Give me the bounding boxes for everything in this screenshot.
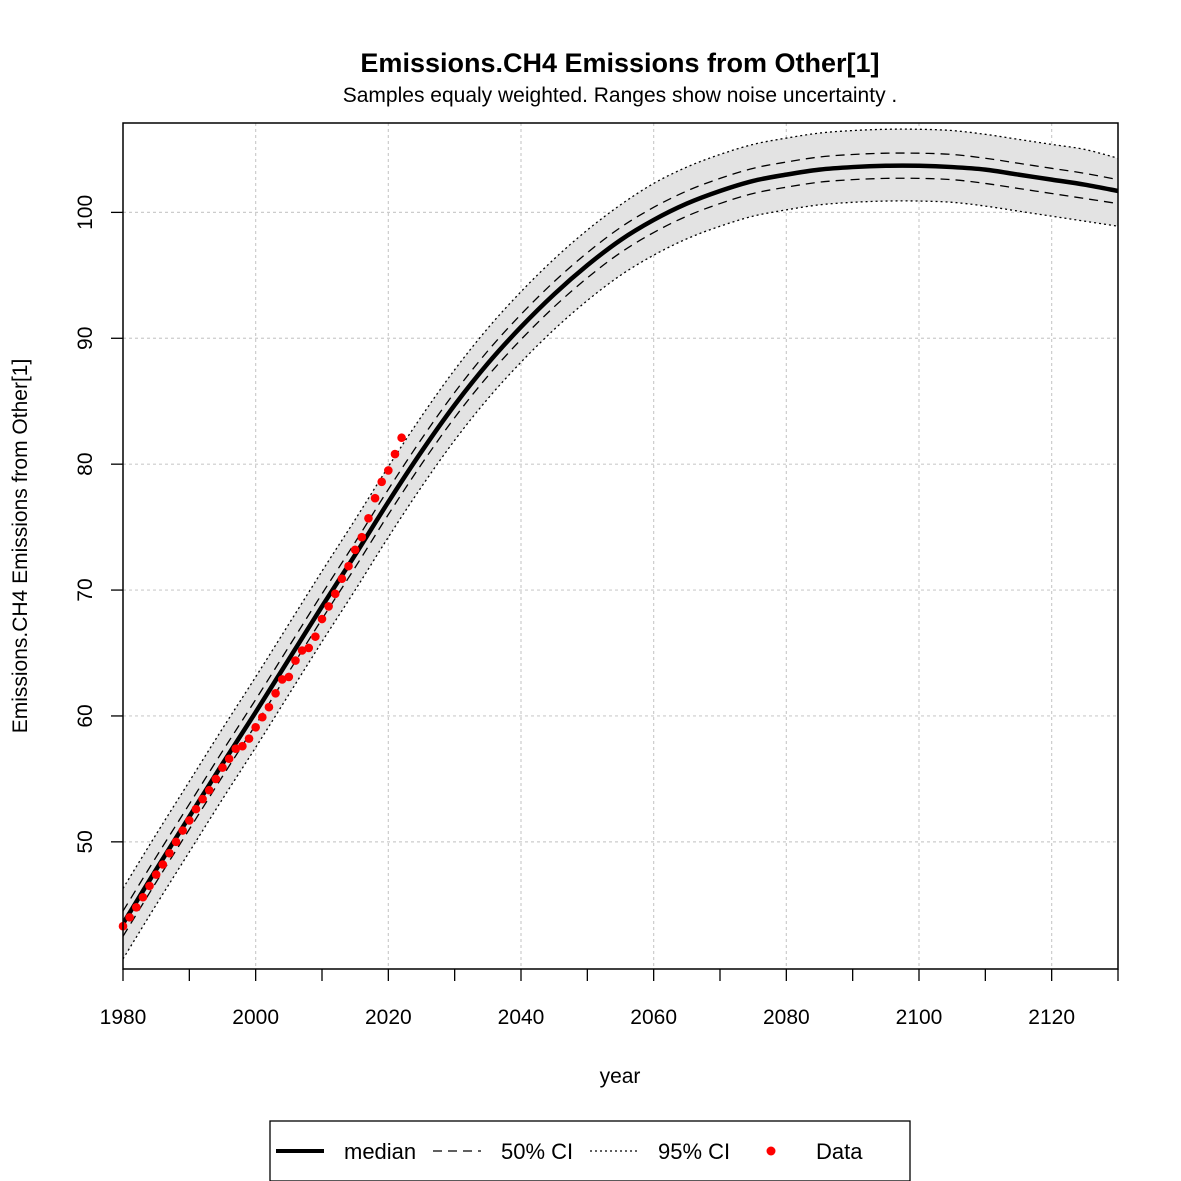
- data-point: [258, 712, 267, 722]
- series-lines: [123, 128, 1118, 960]
- x-tick-label: 1980: [100, 1006, 147, 1029]
- legend: median 50% CI 95% CI Data: [269, 1120, 911, 1181]
- plot-frame: [122, 122, 1119, 970]
- ci95-lower-line: [123, 200, 1118, 960]
- data-point: [377, 477, 387, 487]
- data-point: [251, 722, 260, 732]
- data-point: [178, 826, 187, 835]
- ci-bands: [123, 129, 1118, 959]
- legend-data-swatch: [766, 1146, 776, 1156]
- data-point: [238, 741, 247, 751]
- data-point: [311, 632, 320, 641]
- legend-ci50-label: 50% CI: [501, 1139, 573, 1164]
- x-tick-label: 2120: [1028, 1006, 1075, 1029]
- data-point: [224, 754, 234, 764]
- legend-data-label: Data: [816, 1139, 863, 1164]
- x-tick-label: 2020: [365, 1006, 412, 1029]
- data-point: [337, 574, 347, 584]
- data-point: [211, 774, 221, 784]
- data-point: [131, 903, 141, 912]
- data-point: [390, 449, 400, 459]
- x-tick-label: 2080: [763, 1006, 810, 1029]
- data-point: [158, 860, 168, 869]
- data-point: [244, 734, 254, 743]
- data-point: [191, 804, 201, 814]
- data-point: [125, 913, 134, 922]
- data-point: [204, 785, 214, 795]
- data-point: [357, 532, 367, 542]
- data-point: [198, 794, 207, 804]
- data-point: [317, 614, 327, 624]
- x-axis-label: year: [600, 1065, 641, 1088]
- data-point: [344, 561, 353, 571]
- data-point: [284, 672, 294, 682]
- data-point: [185, 816, 194, 825]
- data-point: [277, 675, 287, 684]
- data-point: [271, 688, 280, 698]
- ci95-band: [123, 129, 1118, 959]
- median-line: [123, 163, 1118, 925]
- data-point: [291, 656, 300, 665]
- chart-subtitle: Samples equaly weighted. Ranges show noi…: [343, 84, 898, 107]
- y-tick-label: 50: [74, 830, 97, 853]
- data-point: [145, 881, 154, 891]
- legend-ci95-label: 95% CI: [658, 1139, 730, 1164]
- data-point: [330, 589, 340, 599]
- y-axis: 50 60 70 80 90 100: [74, 195, 123, 854]
- data-point: [231, 744, 241, 753]
- data-point: [297, 646, 307, 655]
- data-point: [165, 848, 174, 858]
- grid: [123, 123, 1118, 969]
- data-point: [350, 545, 360, 555]
- ci95-upper-line: [123, 128, 1118, 889]
- legend-median-label: median: [344, 1139, 416, 1164]
- data-point: [364, 514, 373, 523]
- x-tick-label: 2100: [896, 1006, 943, 1029]
- data-point: [304, 643, 314, 653]
- data-point: [138, 892, 148, 902]
- y-tick-label: 70: [74, 578, 97, 601]
- x-axis: 1980 2000 2020 2040 2060 2080 2100 2120: [100, 969, 1119, 1029]
- y-axis-label: Emissions.CH4 Emissions from Other[1]: [9, 359, 32, 734]
- ci50-lower-line: [123, 177, 1118, 937]
- chart-title: Emissions.CH4 Emissions from Other[1]: [360, 48, 879, 78]
- data-point: [370, 493, 380, 503]
- data-point: [264, 702, 274, 712]
- data-point: [218, 763, 227, 772]
- data-point: [384, 466, 393, 475]
- data-point: [151, 870, 161, 879]
- y-tick-label: 90: [74, 327, 97, 350]
- data-point: [171, 837, 181, 847]
- x-tick-label: 2040: [498, 1006, 545, 1029]
- y-tick-label: 80: [74, 452, 97, 475]
- y-tick-label: 100: [74, 195, 97, 230]
- data-point: [397, 433, 406, 443]
- x-tick-label: 2000: [232, 1006, 279, 1029]
- x-tick-label: 2060: [630, 1006, 677, 1029]
- data-point: [324, 602, 333, 611]
- y-tick-label: 60: [74, 704, 97, 727]
